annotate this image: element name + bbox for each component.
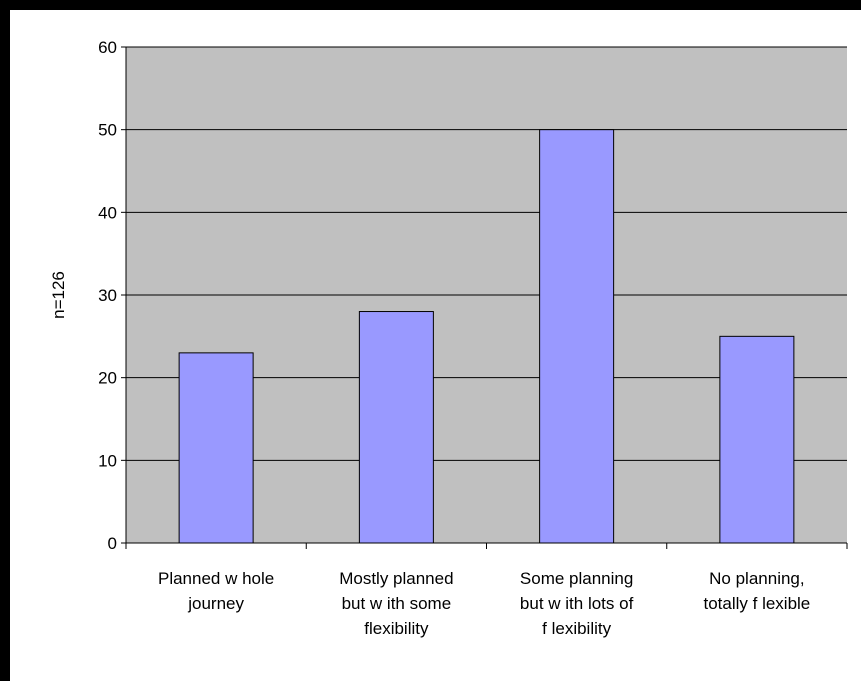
y-tick-label: 50 [98,121,117,140]
x-tick-label: No planning, totally f lexible [703,569,810,613]
bar [178,352,254,544]
y-tick-label: 60 [98,38,117,57]
y-tick-label: 30 [98,286,117,305]
bar [358,311,434,544]
bar [539,129,615,544]
y-tick-label: 40 [98,203,117,222]
y-axis-title: n=126 [49,271,68,319]
bar [719,335,795,544]
plot-area-group: 0 10 20 30 40 50 60 Planned w hole journey Mostly… [98,38,848,638]
y-tick-label: 20 [98,369,117,388]
x-tick-label: Some planning but w ith lots of f lexibili… [520,569,634,638]
y-tick-label: 0 [108,534,117,553]
x-tick-label: Mostly planned but w ith some flexibility [339,569,453,638]
y-tick-label: 10 [98,451,117,470]
x-tick-label: Planned w hole journey [158,569,274,613]
